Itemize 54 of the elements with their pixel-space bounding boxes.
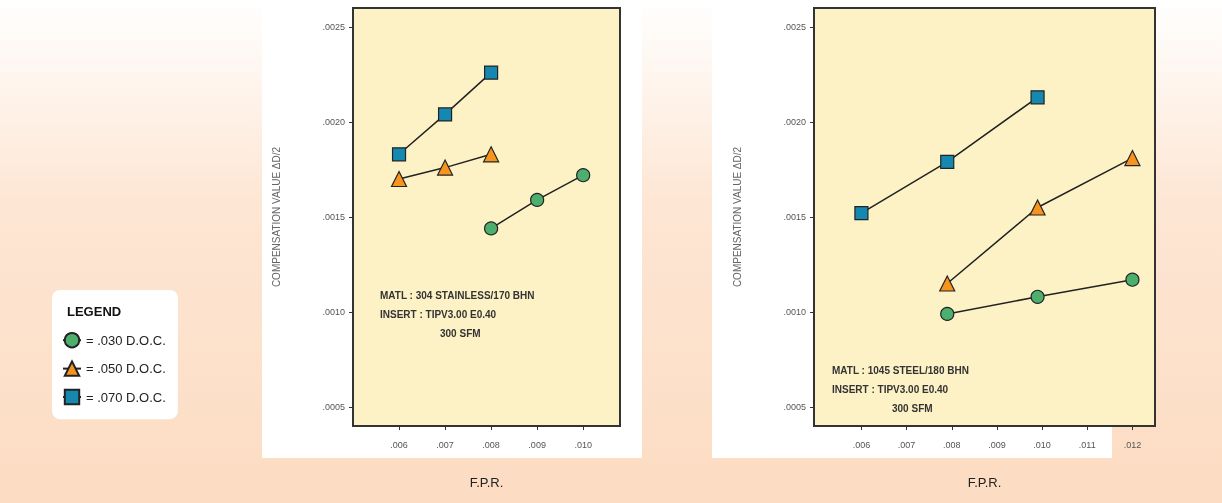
point xyxy=(940,306,955,321)
legend-label: = .070 D.O.C. xyxy=(86,389,166,405)
annotation: MATL : 304 STAINLESS/170 BHN xyxy=(380,289,535,301)
point xyxy=(940,154,955,169)
x-tick-label: .011 xyxy=(1078,439,1096,450)
y-tick-label: .0005 xyxy=(322,402,345,412)
point xyxy=(484,221,499,236)
point xyxy=(1029,199,1046,216)
point xyxy=(1030,90,1045,105)
y-axis-title: COMPENSATION VALUE ΔD/2 xyxy=(270,146,282,288)
point xyxy=(391,147,407,162)
annotation: MATL : 1045 STEEL/180 BHN xyxy=(832,364,969,376)
y-tick-label: .0020 xyxy=(783,117,806,127)
annotation: INSERT : TIPV3.00 E0.40 xyxy=(380,308,497,320)
legend-label: = .030 D.O.C. xyxy=(86,332,166,348)
y-axis-title: COMPENSATION VALUE ΔD/2 xyxy=(731,146,743,288)
point xyxy=(390,170,408,188)
x-tick-label: .006 xyxy=(390,439,408,450)
x-tick-label: .006 xyxy=(852,439,871,450)
annotation: INSERT : TIPV3.00 E0.40 xyxy=(832,383,949,395)
x-tick-label: .008 xyxy=(942,439,961,450)
y-tick-label: .0010 xyxy=(783,307,806,317)
legend-label: = .050 D.O.C. xyxy=(86,361,166,377)
y-tick-label: .0010 xyxy=(322,307,345,317)
x-tick-label: .009 xyxy=(528,439,546,450)
point xyxy=(939,275,956,292)
y-tick-label: .0025 xyxy=(322,22,345,32)
y-tick-label: .0005 xyxy=(783,402,806,412)
point xyxy=(1124,150,1141,167)
x-tick-label: .007 xyxy=(897,439,916,450)
x-tick-label: .008 xyxy=(482,439,500,450)
x-axis-title: F.P.R. xyxy=(967,475,1002,490)
point xyxy=(1125,272,1140,287)
annotation: 300 SFM xyxy=(440,327,481,339)
x-tick-label: .012 xyxy=(1123,439,1142,450)
x-tick-label: .007 xyxy=(436,439,454,450)
y-tick-label: .0020 xyxy=(322,117,345,127)
y-tick-label: .0025 xyxy=(783,22,806,32)
y-tick-label: .0015 xyxy=(322,212,345,222)
point xyxy=(483,146,500,163)
legend-title: LEGEND xyxy=(67,304,122,319)
point xyxy=(576,168,591,183)
x-tick-label: .010 xyxy=(1033,439,1051,450)
point xyxy=(437,107,453,122)
x-axis-title: F.P.R. xyxy=(469,475,504,490)
point xyxy=(530,192,545,207)
x-tick-label: .009 xyxy=(988,439,1006,450)
point xyxy=(854,206,869,221)
point xyxy=(436,159,454,176)
y-tick-label: .0015 xyxy=(783,212,806,222)
annotation: 300 SFM xyxy=(892,402,933,414)
point xyxy=(1030,289,1045,304)
x-tick-label: .010 xyxy=(574,439,592,450)
point xyxy=(484,65,499,80)
